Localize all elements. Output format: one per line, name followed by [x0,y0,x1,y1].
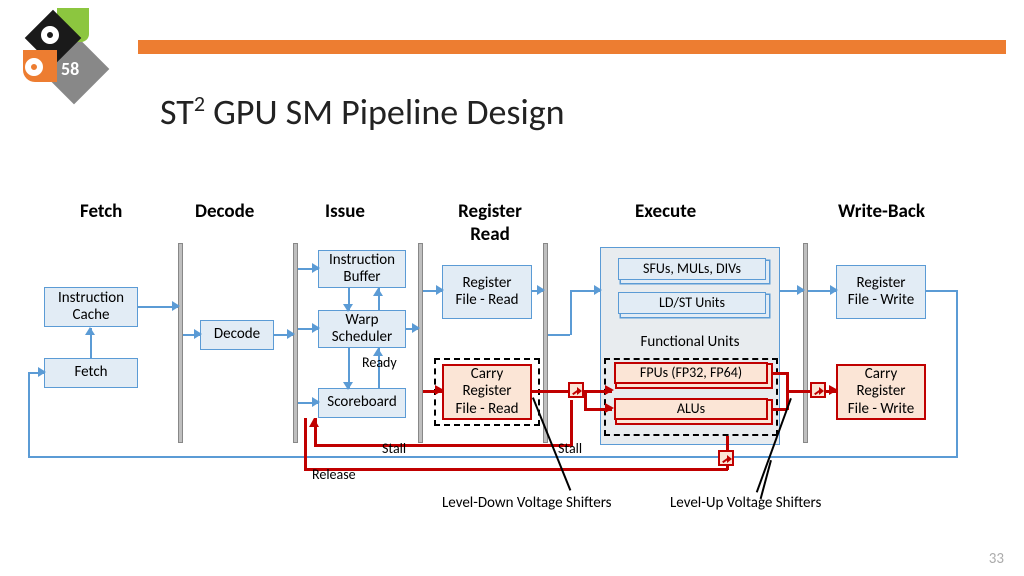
box-crf-read: Carry Register File - Read [442,364,532,420]
arrowhead [172,301,180,311]
box-fpu: FPUs (FP32, FP64) [614,362,768,384]
stage-fetch: Fetch [80,200,122,223]
vshift-up-icon [810,382,826,398]
stage-divider [543,243,548,443]
label-vdown: Level-Down Voltage Shifters [442,494,612,512]
arrowhead [194,329,202,339]
stage-execute: Execute [635,200,696,223]
vshift-up-icon [718,450,734,466]
stage-regread: Register Read [440,200,540,246]
label-stall: Stall [558,440,582,457]
box-fetch: Fetch [44,358,138,388]
vshift-down-icon [568,382,584,398]
box-icache: Instruction Cache [44,287,138,327]
label-vup: Level-Up Voltage Shifters [670,494,821,512]
logo-58-text: 58 [61,58,79,80]
label-ready: Ready [362,354,397,371]
box-warpsched: Warp Scheduler [318,310,406,348]
stage-divider [293,243,298,443]
stage-divider [178,243,183,443]
stage-divider [803,243,808,443]
box-crf-write: Carry Register File - Write [836,364,926,420]
stage-divider [418,243,423,443]
stage-writeback: Write-Back [838,200,925,223]
box-sfu: SFUs, MULs, DIVs [618,258,766,280]
page-number: 33 [989,550,1004,568]
header-bar [138,40,1006,54]
arrowhead [287,329,295,339]
box-scoreboard: Scoreboard [318,388,406,418]
box-rf-read: Register File - Read [442,265,532,319]
box-ldst: LD/ST Units [618,292,766,314]
box-rf-write: Register File - Write [836,265,926,319]
arrowhead [85,327,95,335]
label-stall: Stall [382,440,406,457]
logo: 58 [15,8,115,93]
box-ibuffer: Instruction Buffer [318,250,406,288]
stage-issue: Issue [325,200,365,223]
stage-decode: Decode [195,200,254,223]
page-title: ST2 GPU SM Pipeline Design [160,90,565,134]
box-alu: ALUs [614,398,768,420]
label-release: Release [312,466,356,483]
box-decode: Decode [200,320,274,350]
